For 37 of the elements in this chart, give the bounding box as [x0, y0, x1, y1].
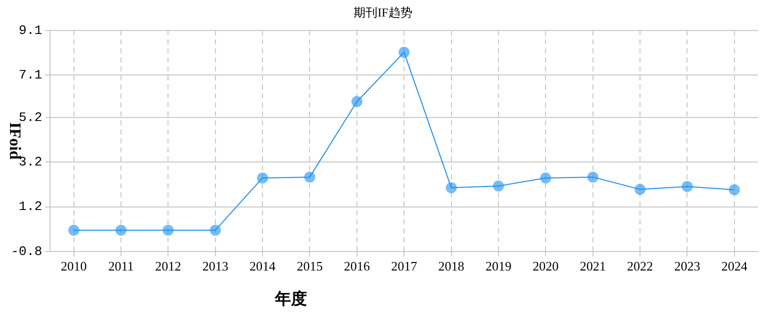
- point: [540, 172, 552, 184]
- y-tick-label: -0.8: [10, 244, 42, 259]
- point: [257, 172, 268, 184]
- point: [351, 96, 362, 108]
- y-axis-title: IFoid: [6, 122, 23, 160]
- x-tick-label: 2015: [296, 258, 323, 274]
- x-tick-label: 2010: [60, 258, 87, 274]
- point: [728, 184, 740, 196]
- x-tick-label: 2024: [721, 258, 748, 274]
- chart-title: 期刊IF趋势: [354, 5, 412, 20]
- x-tick-label: 2021: [580, 258, 606, 274]
- point: [304, 172, 316, 183]
- x-tick-label: 2014: [250, 258, 276, 274]
- point: [682, 180, 693, 192]
- point: [492, 180, 504, 192]
- x-tick-label: 2019: [485, 258, 512, 274]
- point: [115, 224, 126, 236]
- x-tick-label: 2023: [674, 258, 700, 274]
- x-tick-label: 2020: [532, 258, 559, 274]
- point: [446, 182, 457, 194]
- point: [634, 184, 646, 195]
- point: [587, 172, 598, 183]
- y-tick-label: 7.1: [18, 67, 42, 82]
- x-tick-label: 2011: [108, 258, 134, 274]
- point: [210, 224, 221, 236]
- x-axis-title: 年度: [274, 289, 307, 308]
- x-tick-label: 2017: [391, 258, 418, 274]
- x-tick-label: 2013: [202, 258, 228, 274]
- point: [398, 46, 410, 58]
- x-tick-label: 2018: [438, 258, 464, 274]
- x-tick-label: 2012: [155, 258, 182, 274]
- point: [68, 224, 80, 236]
- y-tick-label: 9.1: [18, 22, 42, 38]
- x-tick-label: 2022: [627, 258, 654, 274]
- x-tick-label: 2016: [344, 258, 370, 274]
- point: [162, 224, 174, 236]
- y-tick-label: 1.2: [18, 199, 42, 214]
